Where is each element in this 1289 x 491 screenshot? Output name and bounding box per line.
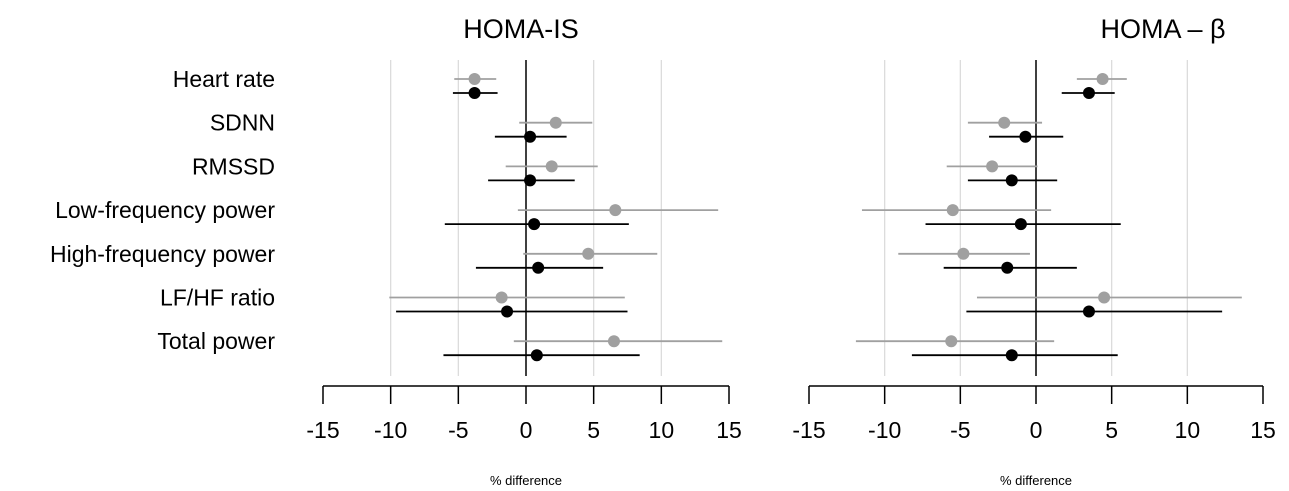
point-black-lf-hf-ratio [1082,305,1095,318]
x-tick-label: -15 [792,417,825,443]
x-axis-label: % difference [490,473,562,488]
row-label-lf-hf-ratio: LF/HF ratio [160,285,275,311]
panel-homa-is: HOMA-IS -15 -10 -5 0 5 10 15 % difference [306,14,741,488]
row-labels: Heart rate SDNN RMSSD Low-frequency power Hi… [50,66,275,354]
point-gray-low-frequency-power [946,204,959,217]
row-label-low-frequency-power: Low-frequency power [55,197,275,223]
point-black-lf-hf-ratio [501,305,514,318]
panel-title: HOMA – β [1100,14,1225,44]
point-black-total-power [530,349,543,362]
point-gray-low-frequency-power [609,204,622,217]
x-tick-label: 0 [1030,417,1043,443]
point-black-rmssd [1005,174,1018,187]
point-black-high-frequency-power [1001,261,1014,274]
row-label-high-frequency-power: High-frequency power [50,241,275,267]
x-tick-label: -5 [448,417,468,443]
panel-homa-beta: HOMA – β -15 -10 -5 0 5 10 15 % difference [792,14,1275,488]
panel-title: HOMA-IS [463,14,579,44]
x-tick-label: -10 [374,417,407,443]
row-label-rmssd: RMSSD [192,153,275,179]
point-gray-lf-hf-ratio [1098,291,1111,304]
point-gray-rmssd [986,160,999,173]
point-gray-heart-rate [468,73,481,85]
point-black-sdnn [1019,130,1032,143]
x-tick-label: -5 [950,417,970,443]
x-tick-label: 5 [1105,417,1118,443]
point-black-low-frequency-power [1014,218,1027,231]
point-gray-sdnn [998,116,1011,129]
point-black-total-power [1005,349,1018,362]
point-gray-high-frequency-power [582,247,595,260]
row-label-heart-rate: Heart rate [173,66,275,92]
point-gray-lf-hf-ratio [495,291,508,304]
point-black-heart-rate [1082,87,1095,99]
x-axis-label: % difference [1000,473,1072,488]
x-tick-label: 0 [520,417,533,443]
point-gray-high-frequency-power [957,247,970,260]
x-tick-label: 10 [1175,417,1201,443]
x-tick-label: -10 [868,417,901,443]
point-black-heart-rate [468,87,481,99]
point-gray-sdnn [549,116,562,129]
point-gray-heart-rate [1096,73,1109,85]
point-gray-total-power [607,335,620,348]
point-black-rmssd [524,174,537,187]
row-label-sdnn: SDNN [210,110,275,136]
x-tick-label: 15 [716,417,742,443]
point-gray-rmssd [545,160,558,173]
x-tick-label: -15 [306,417,339,443]
point-gray-total-power [945,335,958,348]
point-black-low-frequency-power [528,218,541,231]
point-black-sdnn [524,130,537,143]
row-label-total-power: Total power [157,328,275,354]
x-tick-label: 10 [649,417,675,443]
x-tick-label: 15 [1250,417,1276,443]
x-tick-label: 5 [587,417,600,443]
point-black-high-frequency-power [532,261,545,274]
